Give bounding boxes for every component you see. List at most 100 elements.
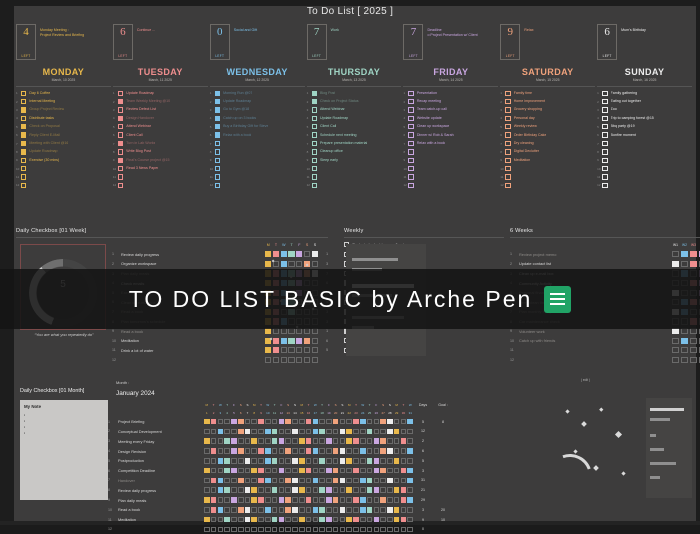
month-cell[interactable] — [312, 526, 319, 533]
task-checkbox[interactable] — [311, 166, 317, 172]
month-cell[interactable] — [366, 438, 373, 445]
month-cell[interactable] — [210, 487, 217, 494]
task-row[interactable]: 2 Check on Project Status — [307, 97, 402, 105]
day-cell[interactable] — [288, 251, 295, 258]
task-checkbox[interactable] — [214, 149, 221, 155]
task-checkbox[interactable] — [408, 107, 414, 113]
task-row[interactable]: 7 Dry cleaning — [500, 139, 595, 147]
task-checkbox[interactable] — [214, 98, 221, 105]
month-cell[interactable] — [298, 487, 305, 494]
task-row[interactable]: 7 Prepare presentation material — [307, 139, 402, 147]
month-cell[interactable] — [339, 487, 346, 494]
month-cell[interactable] — [265, 448, 271, 454]
month-cell[interactable] — [346, 418, 352, 425]
task-checkbox[interactable] — [214, 90, 221, 96]
month-cell[interactable] — [298, 497, 305, 503]
month-cell[interactable] — [258, 516, 264, 523]
month-cell[interactable] — [237, 526, 244, 533]
day-cell[interactable] — [272, 260, 280, 268]
month-cell[interactable] — [305, 467, 312, 474]
task-row[interactable]: 7 — [210, 139, 305, 147]
task-checkbox[interactable] — [602, 90, 608, 96]
month-cell[interactable] — [339, 477, 346, 484]
task-checkbox[interactable] — [408, 132, 414, 138]
month-cell[interactable] — [271, 438, 278, 445]
month-cell[interactable] — [271, 428, 278, 435]
month-cell[interactable] — [312, 497, 319, 503]
week-cell[interactable] — [672, 356, 679, 364]
month-cell[interactable] — [380, 438, 386, 445]
task-row[interactable]: 10 — [500, 165, 595, 173]
task-row[interactable]: 4 Personal day — [500, 114, 595, 122]
task-checkbox[interactable] — [214, 174, 221, 180]
task-row[interactable]: 12 — [16, 181, 111, 189]
month-cell[interactable] — [380, 497, 386, 503]
month-cell[interactable] — [407, 497, 414, 503]
week-cell[interactable] — [672, 251, 679, 258]
task-row[interactable]: 2 Internal Meeting — [16, 97, 111, 105]
task-checkbox[interactable] — [21, 174, 27, 180]
task-checkbox[interactable] — [214, 107, 221, 113]
month-cell[interactable] — [359, 477, 366, 484]
month-cell[interactable] — [231, 458, 237, 464]
month-cell[interactable] — [204, 428, 210, 435]
month-cell[interactable] — [237, 438, 244, 445]
month-cell[interactable] — [224, 418, 230, 425]
month-cell[interactable] — [353, 438, 359, 445]
month-cell[interactable] — [292, 467, 298, 474]
month-cell[interactable] — [285, 418, 291, 425]
month-cell[interactable] — [407, 507, 414, 513]
month-cell[interactable] — [258, 507, 264, 513]
month-cell[interactable] — [231, 467, 237, 474]
task-row[interactable]: 3 Grocery shopping — [500, 106, 595, 114]
task-row[interactable]: 7 Meeting with Client @16 — [16, 139, 111, 147]
task-row[interactable]: 3 Attend Webinar — [307, 106, 402, 114]
month-cell[interactable] — [285, 477, 291, 484]
month-cell[interactable] — [319, 516, 325, 523]
month-cell[interactable] — [387, 507, 393, 513]
month-cell[interactable] — [210, 497, 217, 503]
month-cell[interactable] — [271, 516, 278, 523]
task-row[interactable]: 12 — [113, 181, 208, 189]
row-goal[interactable] — [433, 469, 453, 473]
six-week-row[interactable]: 10 Catch up with friends — [510, 336, 700, 346]
month-cell[interactable] — [339, 467, 346, 474]
task-checkbox[interactable] — [117, 107, 124, 113]
week-cell[interactable] — [681, 347, 688, 354]
task-checkbox[interactable] — [602, 157, 608, 164]
month-cell[interactable] — [210, 516, 217, 523]
month-cell[interactable] — [339, 516, 346, 523]
month-cell[interactable] — [346, 428, 352, 435]
month-cell[interactable] — [339, 507, 346, 513]
month-cell[interactable] — [387, 467, 393, 474]
month-cell[interactable] — [326, 526, 332, 533]
month-cell[interactable] — [339, 458, 346, 464]
month-cell[interactable] — [339, 428, 346, 435]
month-cell[interactable] — [312, 448, 319, 454]
month-cell[interactable] — [237, 458, 244, 464]
task-checkbox[interactable] — [311, 174, 317, 180]
month-cell[interactable] — [387, 516, 393, 523]
my-note-card[interactable]: My Note — [20, 400, 108, 500]
edit-label[interactable]: ( edit ) — [580, 378, 590, 382]
month-cell[interactable] — [258, 448, 264, 454]
month-cell[interactable] — [258, 467, 264, 474]
month-cell[interactable] — [312, 438, 319, 445]
month-cell[interactable] — [210, 438, 217, 445]
month-cell[interactable] — [380, 487, 386, 494]
month-cell[interactable] — [326, 487, 332, 494]
task-checkbox[interactable] — [505, 115, 511, 122]
month-cell[interactable] — [373, 448, 380, 454]
month-row[interactable]: 5 Postproduction 5 — [108, 456, 694, 466]
month-cell[interactable] — [339, 418, 346, 425]
month-cell[interactable] — [393, 458, 400, 464]
task-checkbox[interactable] — [21, 124, 27, 130]
month-cell[interactable] — [319, 418, 325, 425]
month-cell[interactable] — [339, 526, 346, 533]
day-cell[interactable] — [280, 356, 287, 364]
task-row[interactable]: 2 Update Roadmap — [210, 97, 305, 105]
month-cell[interactable] — [326, 458, 332, 464]
month-cell[interactable] — [204, 526, 210, 533]
month-cell[interactable] — [326, 418, 332, 425]
month-cell[interactable] — [231, 516, 237, 523]
